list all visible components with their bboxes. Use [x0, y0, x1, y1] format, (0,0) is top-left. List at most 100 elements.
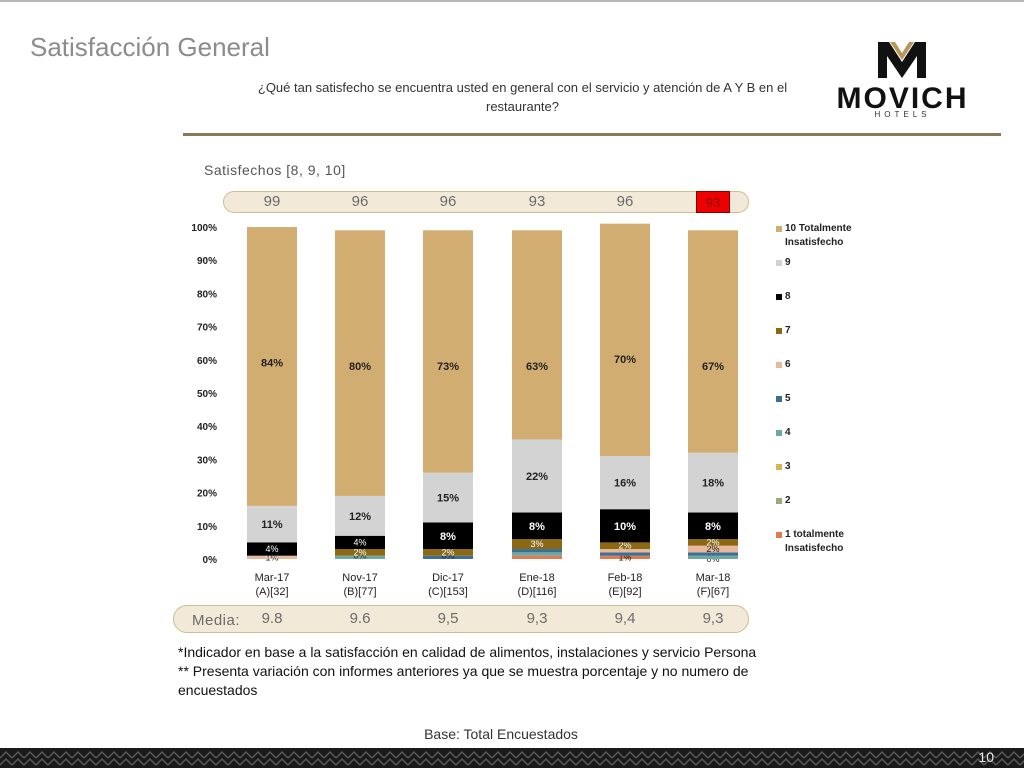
bar-segment: [512, 439, 562, 513]
bar-segment: [600, 542, 650, 550]
data-label: 73%: [437, 361, 459, 373]
bar-segment: [423, 555, 473, 559]
data-label: 70%: [614, 354, 636, 366]
data-label: 8%: [705, 521, 721, 533]
footnote-1: *Indicador en base a la satisfacción en …: [178, 644, 757, 660]
bar-segment: [512, 512, 562, 540]
bar-segment: [423, 549, 473, 556]
satisfied-value: 96: [439, 193, 457, 210]
legend-item: 5: [776, 392, 886, 426]
legend-swatch: [776, 260, 782, 266]
x-tick-label: Dic-17: [432, 572, 464, 584]
data-label: 2%: [441, 547, 454, 557]
data-label: 84%: [261, 357, 283, 369]
x-tick-label: Mar-18: [696, 572, 731, 584]
movich-logo: MOVICH HOTELS: [815, 38, 990, 120]
data-label: 2%: [618, 541, 631, 551]
satisfied-value: 99: [263, 193, 281, 210]
data-label: 10%: [614, 521, 636, 533]
data-label: 15%: [437, 493, 459, 505]
legend-label: 8: [785, 291, 791, 302]
legend-item: 6: [776, 358, 886, 392]
legend-label: 10 Totalmente Insatisfecho: [785, 223, 852, 248]
y-tick-label: 90%: [197, 256, 217, 267]
bar-segment: [600, 223, 650, 457]
data-label: 12%: [349, 511, 371, 523]
data-label: 4%: [265, 544, 278, 554]
legend-swatch: [776, 498, 782, 504]
logo-wordmark: MOVICH: [836, 82, 969, 115]
bar-segment: [512, 539, 562, 550]
satisfied-value: 93: [696, 191, 730, 213]
data-label: 8%: [529, 521, 545, 533]
bar-segment: [512, 549, 562, 553]
x-tick-label: Nov-17: [342, 572, 377, 584]
media-value: 9,3: [526, 610, 548, 627]
y-tick-label: 20%: [197, 489, 217, 500]
chart-legend: 10 Totalmente Insatisfecho 9 8 7 6 5 4 3 2 1 tota…: [776, 222, 886, 562]
satisfied-value: 96: [351, 193, 369, 210]
bar-segment: [247, 555, 297, 559]
bar-segment: [423, 472, 473, 523]
bar-segment: [247, 505, 297, 543]
y-tick-label: 100%: [191, 223, 217, 234]
x-tick-label: Feb-18: [608, 572, 643, 584]
bar-segment: [688, 552, 738, 556]
bar-segment: [335, 495, 385, 536]
legend-label: 2: [785, 495, 791, 506]
bar-segment: [600, 552, 650, 556]
legend-label: 4: [785, 427, 791, 438]
legend-item: 8: [776, 290, 886, 324]
media-band: [173, 605, 749, 633]
y-tick-label: 30%: [197, 455, 217, 466]
footnotes: *Indicador en base a la satisfacción en …: [178, 643, 778, 700]
legend-label: 1 totalmente Insatisfecho: [785, 529, 844, 554]
legend-swatch: [776, 532, 782, 538]
bar-segment: [600, 509, 650, 543]
data-label: 67%: [702, 361, 724, 373]
y-tick-label: 40%: [197, 422, 217, 433]
base-note: Base: Total Encuestados: [424, 726, 578, 742]
y-tick-label: 10%: [197, 522, 217, 533]
media-value: 9.8: [261, 610, 283, 627]
page-title: Satisfacción General: [30, 32, 270, 62]
legend-item: 7: [776, 324, 886, 358]
legend-swatch: [776, 226, 782, 232]
data-label: 3%: [530, 539, 543, 549]
legend-swatch: [776, 328, 782, 334]
x-tick-label: Ene-18: [519, 572, 554, 584]
bar-segment: [423, 522, 473, 550]
media-value: 9,4: [614, 610, 636, 627]
data-label: 80%: [349, 361, 371, 373]
x-tick-label: (F)[67]: [697, 586, 729, 598]
bar-segment: [600, 549, 650, 553]
legend-swatch: [776, 294, 782, 300]
satisfied-band: [223, 191, 749, 213]
bar-segment: [247, 227, 297, 506]
x-tick-label: (B)[77]: [343, 586, 376, 598]
data-label: 2%: [706, 544, 719, 554]
bar-segment: [512, 555, 562, 559]
decorative-footer: [0, 748, 1024, 768]
x-tick-label: (A)[32]: [255, 586, 288, 598]
bar-segment: [688, 452, 738, 513]
media-value: 9,3: [702, 610, 724, 627]
y-tick-label: 80%: [197, 289, 217, 300]
data-label: 8%: [440, 531, 456, 543]
legend-label: 9: [785, 257, 791, 268]
legend-item: 3: [776, 460, 886, 494]
bar-segment: [247, 542, 297, 556]
bar-segment: [335, 549, 385, 556]
legend-label: 3: [785, 461, 791, 472]
legend-swatch: [776, 362, 782, 368]
data-label: 2%: [353, 547, 366, 557]
satisfied-value: 93: [528, 193, 546, 210]
satisfied-value: 96: [616, 193, 634, 210]
bar-segment: [512, 552, 562, 556]
bar-segment: [600, 555, 650, 559]
data-label: 4%: [353, 537, 366, 547]
bar-segment: [423, 230, 473, 473]
logo-mark-icon: [878, 42, 926, 78]
x-tick-label: (E)[92]: [608, 586, 641, 598]
x-tick-label: (C)[153]: [428, 586, 468, 598]
